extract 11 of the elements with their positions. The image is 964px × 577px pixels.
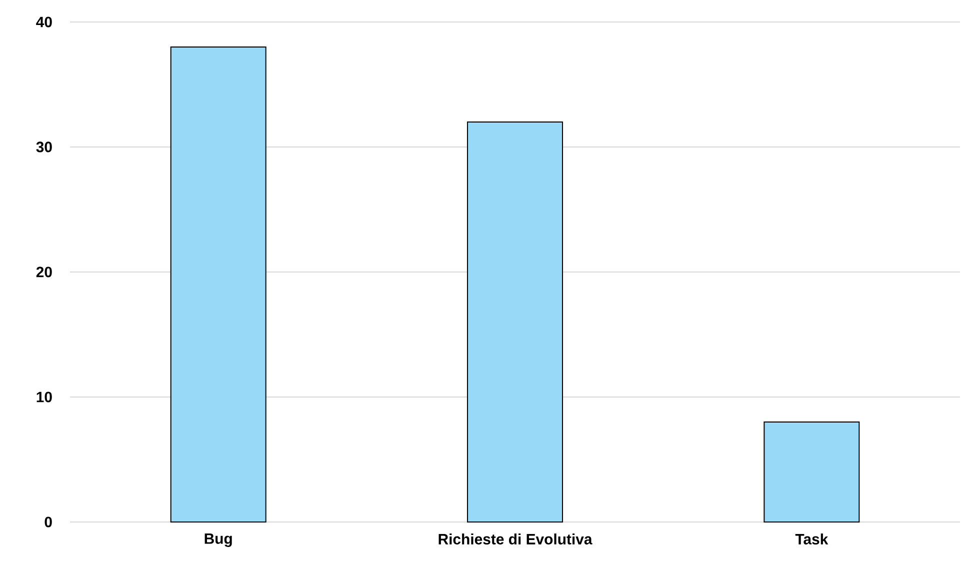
y-tick-label: 30 [36, 142, 52, 152]
bar [467, 121, 564, 522]
bar [764, 421, 860, 522]
y-tick-label: 10 [36, 392, 52, 402]
y-tick-label: 20 [36, 266, 52, 278]
x-tick-label: Bug [204, 534, 232, 547]
x-tick-label: Richieste di Evolutiva [438, 534, 592, 544]
bar [170, 46, 266, 522]
y-tick-label: 0 [44, 516, 52, 528]
y-tick-label: 40 [36, 16, 52, 28]
x-tick-label: Task [795, 534, 828, 544]
